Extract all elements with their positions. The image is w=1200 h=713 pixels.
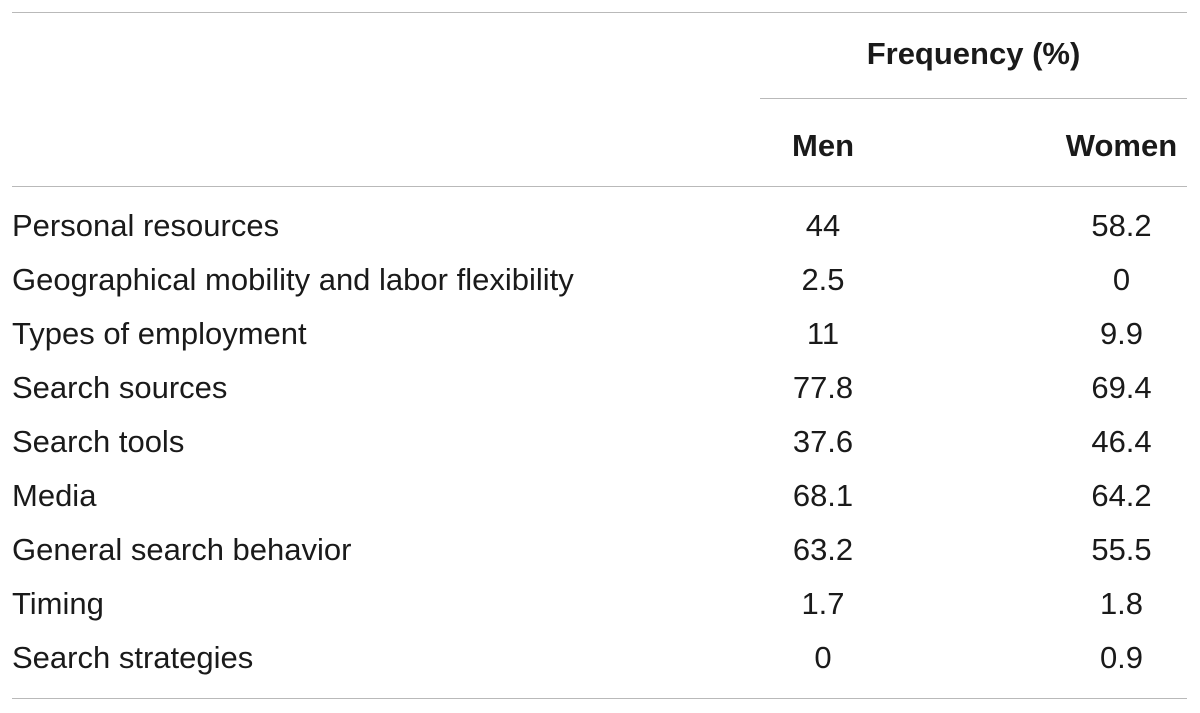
table-top-rule bbox=[12, 12, 1187, 13]
table-row: Types of employment 11 9.9 bbox=[12, 310, 1187, 364]
column-header-women: Women bbox=[1065, 128, 1178, 163]
header-bottom-rule bbox=[12, 186, 1187, 187]
women-value: 69.4 bbox=[1091, 370, 1152, 405]
men-value: 2.5 bbox=[801, 262, 845, 297]
table-body: Personal resources 44 58.2 Geographical … bbox=[12, 202, 1187, 688]
group-header-frequency: Frequency (%) bbox=[866, 36, 1081, 71]
table-row: Geographical mobility and labor flexibil… bbox=[12, 256, 1187, 310]
table-row: Timing 1.7 1.8 bbox=[12, 580, 1187, 634]
men-value: 1.7 bbox=[801, 586, 845, 621]
women-value: 1.8 bbox=[1099, 586, 1144, 621]
table-row: Personal resources 44 58.2 bbox=[12, 202, 1187, 256]
row-label: Media bbox=[12, 478, 97, 513]
men-value: 77.8 bbox=[792, 370, 854, 405]
table-row: Search tools 37.6 46.4 bbox=[12, 418, 1187, 472]
group-header-rule bbox=[760, 98, 1187, 99]
table-row: General search behavior 63.2 55.5 bbox=[12, 526, 1187, 580]
column-header-men: Men bbox=[792, 128, 854, 163]
table-row: Search strategies 0 0.9 bbox=[12, 634, 1187, 688]
women-value: 55.5 bbox=[1091, 532, 1152, 567]
row-label: Personal resources bbox=[12, 208, 280, 243]
women-value: 0.9 bbox=[1099, 640, 1144, 675]
men-value: 44 bbox=[805, 208, 841, 243]
row-label: Timing bbox=[12, 586, 104, 621]
women-value: 9.9 bbox=[1099, 316, 1144, 351]
table-row: Media 68.1 64.2 bbox=[12, 472, 1187, 526]
women-value: 46.4 bbox=[1091, 424, 1152, 459]
row-label: Search strategies bbox=[12, 640, 254, 675]
row-label: General search behavior bbox=[12, 532, 352, 567]
men-value: 0 bbox=[814, 640, 832, 675]
men-value: 63.2 bbox=[792, 532, 854, 567]
row-label: Search tools bbox=[12, 424, 185, 459]
men-value: 68.1 bbox=[792, 478, 854, 513]
table-row: Search sources 77.8 69.4 bbox=[12, 364, 1187, 418]
row-label: Search sources bbox=[12, 370, 228, 405]
women-value: 58.2 bbox=[1091, 208, 1152, 243]
women-value: 64.2 bbox=[1091, 478, 1152, 513]
men-value: 11 bbox=[806, 316, 840, 351]
men-value: 37.6 bbox=[792, 424, 854, 459]
women-value: 0 bbox=[1112, 262, 1131, 297]
table-bottom-rule bbox=[12, 698, 1187, 699]
row-label: Geographical mobility and labor flexibil… bbox=[12, 262, 574, 297]
row-label: Types of employment bbox=[12, 316, 307, 351]
